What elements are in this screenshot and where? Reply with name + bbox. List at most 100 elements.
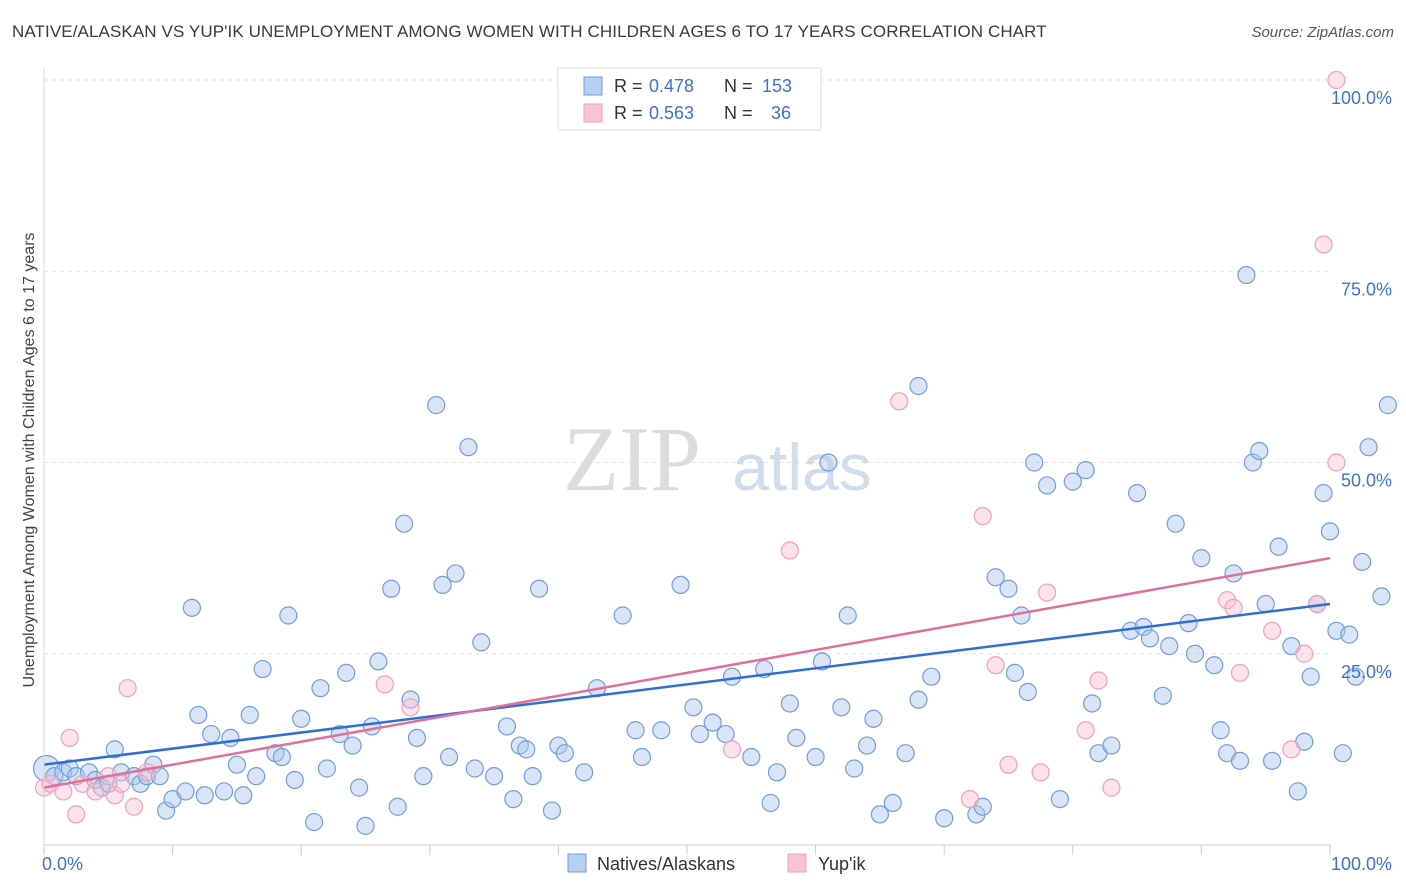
natives-point xyxy=(388,797,407,816)
natives-point xyxy=(530,579,549,598)
natives-point xyxy=(214,782,234,801)
natives-point xyxy=(234,786,253,805)
natives-point xyxy=(1314,484,1333,503)
natives-point xyxy=(1166,514,1185,533)
natives-point xyxy=(343,736,362,755)
grid xyxy=(44,79,1330,655)
legend-n-value-yupik: 36 xyxy=(771,103,791,123)
yupik-point xyxy=(1230,663,1250,682)
legend-swatch-natives xyxy=(583,76,603,96)
legend-n-value-natives: 153 xyxy=(762,76,792,96)
watermark-atlas: atlas xyxy=(732,430,871,504)
trend-lines xyxy=(43,556,1331,789)
watermark-zip: ZIP xyxy=(563,408,701,510)
natives-point xyxy=(832,698,851,717)
natives-point xyxy=(349,778,369,797)
natives-point xyxy=(523,767,542,786)
natives-point xyxy=(1192,549,1211,568)
natives-point xyxy=(337,663,356,682)
natives-point xyxy=(485,767,504,786)
natives-point xyxy=(742,747,761,767)
chart-source: Source: ZipAtlas.com xyxy=(1251,24,1394,41)
natives-point xyxy=(575,763,594,782)
natives-point xyxy=(857,736,877,755)
natives-point xyxy=(896,744,915,763)
yupik-point xyxy=(112,774,131,793)
natives-point xyxy=(182,598,201,617)
bottom-legend-label-natives: Natives/Alaskans xyxy=(597,854,735,874)
natives-point xyxy=(394,514,414,533)
bottom-legend-swatch-yupik xyxy=(787,853,807,873)
yupik-point xyxy=(1263,621,1282,640)
natives-point xyxy=(1378,396,1397,415)
natives-point xyxy=(1005,663,1025,682)
natives-point xyxy=(1301,667,1320,686)
natives-point xyxy=(671,575,690,595)
natives-point xyxy=(986,568,1005,587)
yupik-point xyxy=(1037,583,1057,602)
natives-point xyxy=(439,747,459,767)
natives-point xyxy=(922,667,941,686)
natives-point xyxy=(401,690,420,709)
yupik-point xyxy=(86,782,105,801)
natives-point xyxy=(652,721,671,740)
natives-point xyxy=(703,713,722,732)
natives-point xyxy=(1320,522,1340,541)
yupik-point xyxy=(1314,235,1333,254)
natives-point xyxy=(433,575,452,595)
natives-point xyxy=(1076,461,1095,480)
yupik-point xyxy=(1282,740,1301,759)
yupik-point xyxy=(960,789,980,809)
natives-point xyxy=(202,724,221,744)
legend-n-label-natives: N = xyxy=(724,76,753,96)
natives-point xyxy=(1250,441,1269,461)
natives-point xyxy=(472,633,491,652)
yupik-point xyxy=(1327,453,1346,472)
yupik-point xyxy=(137,763,156,782)
natives-point xyxy=(767,763,787,782)
natives-point xyxy=(761,793,780,813)
natives-point xyxy=(465,759,484,778)
natives-point xyxy=(1025,453,1044,472)
y-tick-label: 100.0% xyxy=(1331,88,1392,108)
natives-point xyxy=(632,747,652,767)
natives-point xyxy=(1333,744,1352,763)
natives-trend-line xyxy=(43,602,1331,766)
natives-point xyxy=(195,786,214,805)
natives-point xyxy=(1230,751,1250,770)
natives-point xyxy=(369,652,388,671)
natives-point xyxy=(1359,438,1378,457)
yupik-point xyxy=(890,392,909,411)
natives-point xyxy=(1340,625,1359,644)
yupik-point xyxy=(1089,671,1108,690)
natives-point xyxy=(1211,721,1230,740)
axes: 25.0% 50.0% 75.0% 100.0% 0.0% 100.0% xyxy=(42,68,1392,874)
bottom-legend-label-yupik: Yup'ik xyxy=(818,854,866,874)
natives-point xyxy=(317,759,337,778)
natives-point xyxy=(304,812,324,832)
natives-point xyxy=(227,755,246,774)
natives-point xyxy=(1269,537,1288,556)
natives-point xyxy=(722,667,742,686)
natives-point xyxy=(1063,472,1082,491)
natives-point xyxy=(157,801,176,820)
natives-point xyxy=(1205,656,1224,675)
natives-point xyxy=(407,728,427,748)
natives-point xyxy=(497,717,517,736)
natives-point xyxy=(1185,644,1205,663)
natives-point xyxy=(1372,587,1391,606)
natives-point xyxy=(1037,476,1057,495)
natives-point xyxy=(684,698,703,717)
natives-point xyxy=(787,728,806,748)
legend-r-value-yupik: 0.563 xyxy=(649,103,694,123)
bottom-legend-swatch-natives xyxy=(567,853,587,873)
natives-point xyxy=(459,438,478,457)
yupik-point xyxy=(118,679,137,698)
x-tick-label: 100.0% xyxy=(1331,854,1392,874)
yupik-point xyxy=(973,506,992,526)
natives-point xyxy=(864,709,883,728)
y-tick-label: 75.0% xyxy=(1341,279,1392,299)
legend-swatch-yupik xyxy=(583,103,603,123)
natives-point xyxy=(838,606,857,625)
